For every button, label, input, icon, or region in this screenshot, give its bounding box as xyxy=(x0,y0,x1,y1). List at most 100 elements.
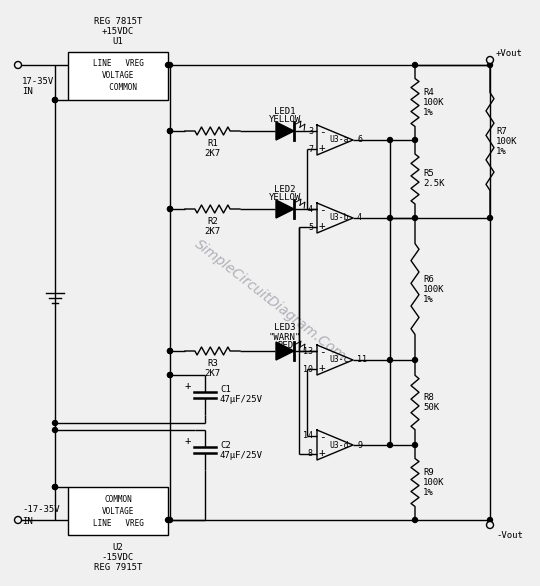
Text: 3: 3 xyxy=(308,127,313,135)
Text: 6: 6 xyxy=(357,135,362,145)
Circle shape xyxy=(167,206,172,212)
Text: 9: 9 xyxy=(357,441,362,449)
Circle shape xyxy=(413,138,417,142)
Text: YELLOW: YELLOW xyxy=(269,115,301,124)
Text: 10: 10 xyxy=(303,364,313,373)
Text: COMMON: COMMON xyxy=(104,495,132,503)
Circle shape xyxy=(488,517,492,523)
Text: 4: 4 xyxy=(308,205,313,213)
Text: 50K: 50K xyxy=(423,403,439,412)
Text: -: - xyxy=(319,347,326,357)
Circle shape xyxy=(167,206,172,212)
Text: 2.5K: 2.5K xyxy=(423,179,444,189)
Text: U2: U2 xyxy=(113,543,123,551)
Text: RED: RED xyxy=(277,342,293,350)
Text: 1%: 1% xyxy=(423,108,434,117)
Text: VOLTAGE: VOLTAGE xyxy=(102,71,134,80)
Text: 5: 5 xyxy=(308,223,313,231)
Text: R8: R8 xyxy=(423,393,434,402)
Text: VOLTAGE: VOLTAGE xyxy=(102,506,134,516)
Text: R1: R1 xyxy=(207,138,218,148)
Circle shape xyxy=(167,63,172,67)
Text: -: - xyxy=(319,205,326,214)
Text: -: - xyxy=(319,127,326,137)
Bar xyxy=(68,487,168,535)
Text: +: + xyxy=(319,363,326,373)
Circle shape xyxy=(413,357,417,363)
Text: 100K: 100K xyxy=(423,98,444,107)
Circle shape xyxy=(167,373,172,377)
Text: 4: 4 xyxy=(357,213,362,223)
Text: LED3: LED3 xyxy=(274,322,296,332)
Text: 100K: 100K xyxy=(423,478,444,487)
Text: 2K7: 2K7 xyxy=(204,227,220,236)
Text: C1: C1 xyxy=(220,386,231,394)
Circle shape xyxy=(388,442,393,448)
Text: C2: C2 xyxy=(220,441,231,449)
Text: R3: R3 xyxy=(207,359,218,367)
Text: REG 7815T: REG 7815T xyxy=(94,18,142,26)
Circle shape xyxy=(165,517,171,523)
Text: +: + xyxy=(319,448,326,458)
Text: U3-d: U3-d xyxy=(329,441,349,449)
Circle shape xyxy=(487,56,494,63)
Text: 11: 11 xyxy=(357,356,367,364)
Circle shape xyxy=(413,63,417,67)
Text: LED1: LED1 xyxy=(274,107,296,115)
Text: +15VDC: +15VDC xyxy=(102,28,134,36)
Circle shape xyxy=(15,516,22,523)
Text: -Vout: -Vout xyxy=(496,530,523,540)
Text: YELLOW: YELLOW xyxy=(269,193,301,203)
Text: SimpleCircuitDiagram.Com: SimpleCircuitDiagram.Com xyxy=(192,237,348,363)
Text: 1%: 1% xyxy=(423,488,434,497)
Polygon shape xyxy=(276,122,294,140)
Bar xyxy=(68,52,168,100)
Text: -: - xyxy=(319,432,326,442)
Circle shape xyxy=(15,62,22,69)
Text: 2K7: 2K7 xyxy=(204,148,220,158)
Text: R9: R9 xyxy=(423,468,434,477)
Text: U3-b: U3-b xyxy=(329,213,349,223)
Circle shape xyxy=(52,485,57,489)
Text: 100K: 100K xyxy=(423,284,444,294)
Text: 7: 7 xyxy=(308,145,313,154)
Text: LINE   VREG: LINE VREG xyxy=(92,519,144,527)
Circle shape xyxy=(167,373,172,377)
Text: -17-35V: -17-35V xyxy=(22,506,59,515)
Circle shape xyxy=(52,421,57,425)
Text: +: + xyxy=(319,143,326,154)
Circle shape xyxy=(167,517,172,523)
Circle shape xyxy=(52,97,57,103)
Circle shape xyxy=(388,138,393,142)
Text: LED2: LED2 xyxy=(274,185,296,193)
Circle shape xyxy=(413,216,417,220)
Text: 13: 13 xyxy=(303,346,313,356)
Text: "WARN": "WARN" xyxy=(269,332,301,342)
Circle shape xyxy=(52,485,57,489)
Circle shape xyxy=(167,128,172,134)
Text: 100K: 100K xyxy=(496,137,517,146)
Circle shape xyxy=(167,349,172,353)
Text: U1: U1 xyxy=(113,38,123,46)
Text: +: + xyxy=(185,436,191,446)
Circle shape xyxy=(167,128,172,134)
Text: 1%: 1% xyxy=(423,295,434,304)
Text: +Vout: +Vout xyxy=(496,49,523,57)
Text: 47µF/25V: 47µF/25V xyxy=(220,396,263,404)
Text: +: + xyxy=(185,381,191,391)
Text: 1%: 1% xyxy=(496,147,507,156)
Circle shape xyxy=(167,349,172,353)
Circle shape xyxy=(487,522,494,529)
Text: 8: 8 xyxy=(308,449,313,458)
Text: 47µF/25V: 47µF/25V xyxy=(220,451,263,459)
Text: REG 7915T: REG 7915T xyxy=(94,563,142,571)
Circle shape xyxy=(488,216,492,220)
Text: R7: R7 xyxy=(496,127,507,136)
Text: R5: R5 xyxy=(423,169,434,179)
Text: U3-c: U3-c xyxy=(329,356,349,364)
Circle shape xyxy=(388,216,393,220)
Circle shape xyxy=(413,442,417,448)
Text: IN: IN xyxy=(22,517,33,526)
Polygon shape xyxy=(276,342,294,360)
Circle shape xyxy=(165,63,171,67)
